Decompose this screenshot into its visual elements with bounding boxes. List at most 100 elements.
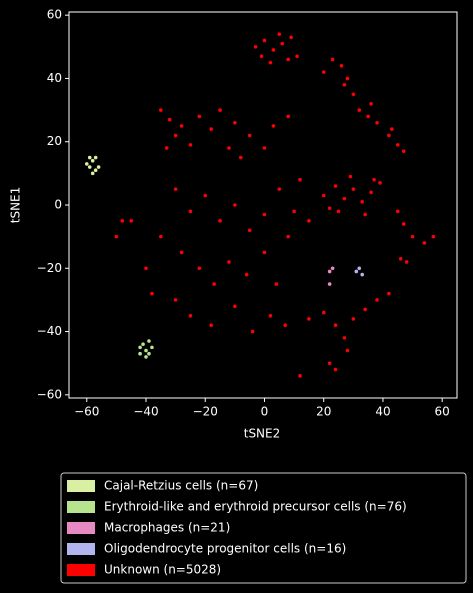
point	[283, 323, 288, 328]
point	[375, 298, 379, 302]
point	[114, 234, 119, 239]
point	[277, 187, 282, 191]
x-tick-label: −20	[193, 405, 218, 419]
legend-label: Cajal-Retzius cells (n=67)	[104, 479, 258, 493]
legend-swatch	[67, 543, 95, 555]
point	[87, 155, 92, 160]
point	[336, 209, 341, 214]
point	[233, 203, 237, 207]
point	[218, 219, 222, 223]
point	[298, 177, 302, 182]
legend-swatch	[67, 480, 95, 492]
point	[259, 54, 264, 59]
point	[197, 266, 202, 271]
point	[330, 266, 335, 271]
point	[203, 193, 208, 198]
point	[289, 35, 293, 40]
point	[395, 143, 400, 147]
point	[333, 323, 338, 328]
point	[227, 260, 231, 264]
y-tick-label: −40	[37, 324, 62, 338]
point	[330, 57, 335, 62]
y-axis-label: tSNE1	[9, 187, 23, 224]
point	[179, 124, 184, 128]
point	[369, 101, 373, 106]
point	[84, 162, 89, 166]
point	[164, 146, 169, 150]
point	[351, 92, 356, 97]
point	[363, 307, 367, 312]
point	[271, 124, 276, 128]
point	[327, 269, 332, 274]
x-tick-label: 60	[435, 405, 450, 419]
point	[138, 345, 142, 350]
point	[295, 54, 299, 59]
point	[253, 45, 258, 49]
legend-swatch	[67, 522, 95, 534]
point	[96, 165, 101, 169]
point	[87, 165, 92, 169]
point	[188, 209, 193, 214]
point	[378, 181, 382, 185]
point	[375, 120, 379, 125]
point	[138, 351, 142, 356]
point	[286, 57, 290, 62]
point	[147, 339, 151, 343]
point	[173, 298, 178, 302]
point	[390, 127, 394, 131]
point	[327, 206, 332, 210]
point	[159, 234, 163, 239]
x-tick-label: −40	[133, 405, 158, 419]
point	[369, 190, 373, 195]
point	[277, 32, 282, 36]
point	[360, 272, 365, 277]
point	[144, 355, 148, 359]
point	[93, 168, 98, 172]
y-tick-label: −60	[37, 387, 62, 401]
point	[212, 282, 216, 286]
point	[247, 228, 252, 233]
point	[321, 70, 326, 74]
legend-label: Erythroid-like and erythroid precursor c…	[104, 500, 407, 514]
point	[342, 196, 347, 201]
point	[90, 158, 95, 163]
point	[333, 367, 338, 372]
point	[262, 212, 267, 217]
point	[274, 282, 279, 286]
point	[307, 317, 311, 321]
y-tick-label: 60	[47, 8, 62, 22]
point	[357, 266, 362, 271]
y-tick-label: 0	[54, 198, 62, 212]
point	[321, 310, 326, 315]
point	[129, 219, 133, 223]
point	[218, 108, 222, 112]
point	[339, 63, 344, 68]
point	[404, 260, 409, 264]
point	[271, 48, 276, 52]
point	[150, 291, 154, 296]
point	[268, 313, 273, 318]
point	[327, 282, 332, 286]
point	[262, 250, 267, 255]
point	[209, 323, 213, 328]
point	[147, 351, 151, 356]
point	[410, 234, 415, 239]
point	[401, 149, 406, 154]
point	[348, 174, 353, 179]
point	[280, 41, 285, 46]
point	[345, 348, 350, 353]
point	[247, 133, 252, 138]
point	[387, 133, 391, 138]
point	[286, 234, 290, 239]
point	[173, 133, 178, 138]
point	[398, 256, 403, 261]
point	[93, 155, 98, 160]
legend-label: Unknown (n=5028)	[104, 563, 221, 577]
point	[321, 193, 326, 198]
point	[233, 120, 237, 125]
point	[342, 82, 347, 87]
point	[159, 108, 163, 112]
point	[387, 291, 391, 296]
point	[366, 114, 370, 119]
